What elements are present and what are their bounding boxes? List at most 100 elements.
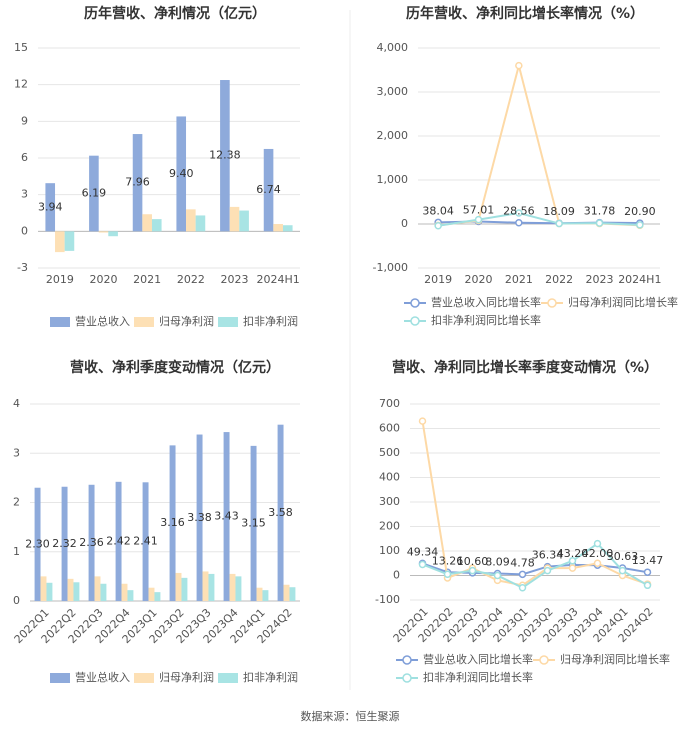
y-tick-label: 3: [13, 446, 20, 459]
x-tick-label: 2024H1: [257, 273, 300, 286]
legend-label: 归母净利润同比增长率: [560, 652, 670, 666]
legend-marker: [547, 298, 557, 308]
bar: [108, 231, 118, 237]
point: [443, 570, 452, 579]
legend-marker: [402, 655, 412, 665]
point: [543, 566, 552, 575]
point: [568, 564, 577, 572]
y-tick-label: -1,000: [373, 261, 408, 274]
bar: [176, 116, 187, 232]
legend-label: 归母净利润: [159, 314, 214, 328]
point: [468, 566, 477, 575]
y-tick-label: 500: [379, 446, 400, 459]
data-label: 2.42: [106, 534, 131, 547]
source: 数据来源：恒生聚源: [301, 709, 400, 723]
x-tick-label: 2023: [221, 273, 249, 286]
legend-label: 归母净利润同比增长率: [568, 295, 678, 309]
data-label: 3.38: [187, 511, 212, 524]
bar: [235, 576, 242, 601]
legend-label: 扣非净利润: [243, 314, 298, 328]
y-tick-label: 2: [13, 496, 20, 509]
x-tick-label: 2019: [46, 273, 74, 286]
line: [438, 211, 640, 227]
bar: [262, 590, 269, 601]
bar: [202, 571, 209, 601]
point: [518, 570, 527, 579]
bar: [142, 214, 152, 232]
bar: [94, 576, 101, 601]
legend-swatch: [134, 317, 154, 327]
data-label: 3.58: [268, 506, 293, 519]
legend-swatch: [50, 673, 70, 683]
legend-swatch: [218, 673, 238, 683]
x-tick-label: 2021: [505, 273, 533, 286]
point: [555, 219, 563, 228]
legend-marker: [410, 298, 420, 308]
bar: [115, 481, 122, 601]
data-label: 4.78: [510, 556, 535, 569]
legend-label: 扣非净利润同比增长率: [423, 670, 533, 684]
bar: [55, 231, 65, 253]
bar: [61, 486, 68, 601]
bar: [289, 587, 296, 601]
bar: [186, 209, 196, 232]
data-label: 7.96: [125, 176, 150, 189]
y-tick-label: 4,000: [377, 41, 409, 54]
legend-label: 营业总收入同比增长率: [431, 295, 541, 309]
point: [418, 560, 427, 569]
y-tick-label: 12: [14, 78, 28, 91]
y-tick-label: 700: [379, 397, 400, 410]
bar: [67, 578, 74, 601]
data-label: 2.32: [52, 537, 77, 550]
y-tick-label: 1: [13, 545, 20, 558]
bar: [229, 573, 236, 601]
bar: [175, 572, 182, 601]
point: [418, 417, 427, 425]
bar: [273, 224, 283, 232]
point: [493, 571, 502, 580]
point: [643, 581, 652, 590]
bar: [250, 445, 257, 601]
data-label: 13.47: [632, 554, 664, 567]
bar: [196, 434, 203, 601]
data-label: 2.30: [25, 537, 50, 550]
point: [515, 61, 523, 70]
y-tick-label: 600: [379, 422, 400, 435]
point: [636, 221, 644, 229]
y-tick-label: 100: [379, 544, 400, 557]
chart-title: 营收、净利季度变动情况（亿元）: [70, 359, 280, 376]
y-tick-label: 300: [379, 495, 400, 508]
bar: [151, 219, 162, 232]
y-tick-label: 15: [14, 41, 28, 54]
bar: [98, 231, 109, 233]
point: [518, 584, 527, 592]
y-tick-label: -3: [17, 261, 28, 274]
bar: [132, 134, 143, 232]
legend-label: 归母净利润: [159, 670, 214, 684]
y-tick-label: 0: [21, 224, 28, 237]
bar: [256, 587, 263, 601]
legend-swatch: [50, 317, 70, 327]
legend-label: 扣非净利润同比增长率: [431, 313, 541, 327]
x-tick-label: 2020: [90, 273, 118, 286]
data-label: 36.34: [532, 549, 564, 562]
chart-title: 营收、净利同比增长率季度变动情况（%）: [392, 359, 658, 376]
bar: [154, 592, 161, 601]
y-tick-label: -100: [375, 593, 400, 606]
legend-swatch: [134, 673, 154, 683]
data-label: 2.41: [133, 535, 158, 548]
point: [568, 557, 577, 565]
data-label: 28.56: [503, 205, 535, 218]
data-label: 9.40: [169, 167, 194, 180]
data-label: 12.38: [209, 149, 241, 162]
y-tick-label: 9: [21, 114, 28, 127]
data-label: 31.78: [584, 205, 616, 218]
bar: [45, 183, 56, 232]
data-label: 10.60: [457, 555, 489, 568]
data-label: 3.94: [38, 200, 63, 213]
bar: [73, 582, 80, 601]
bar: [263, 148, 274, 232]
bar: [46, 582, 53, 601]
bar: [142, 482, 149, 601]
